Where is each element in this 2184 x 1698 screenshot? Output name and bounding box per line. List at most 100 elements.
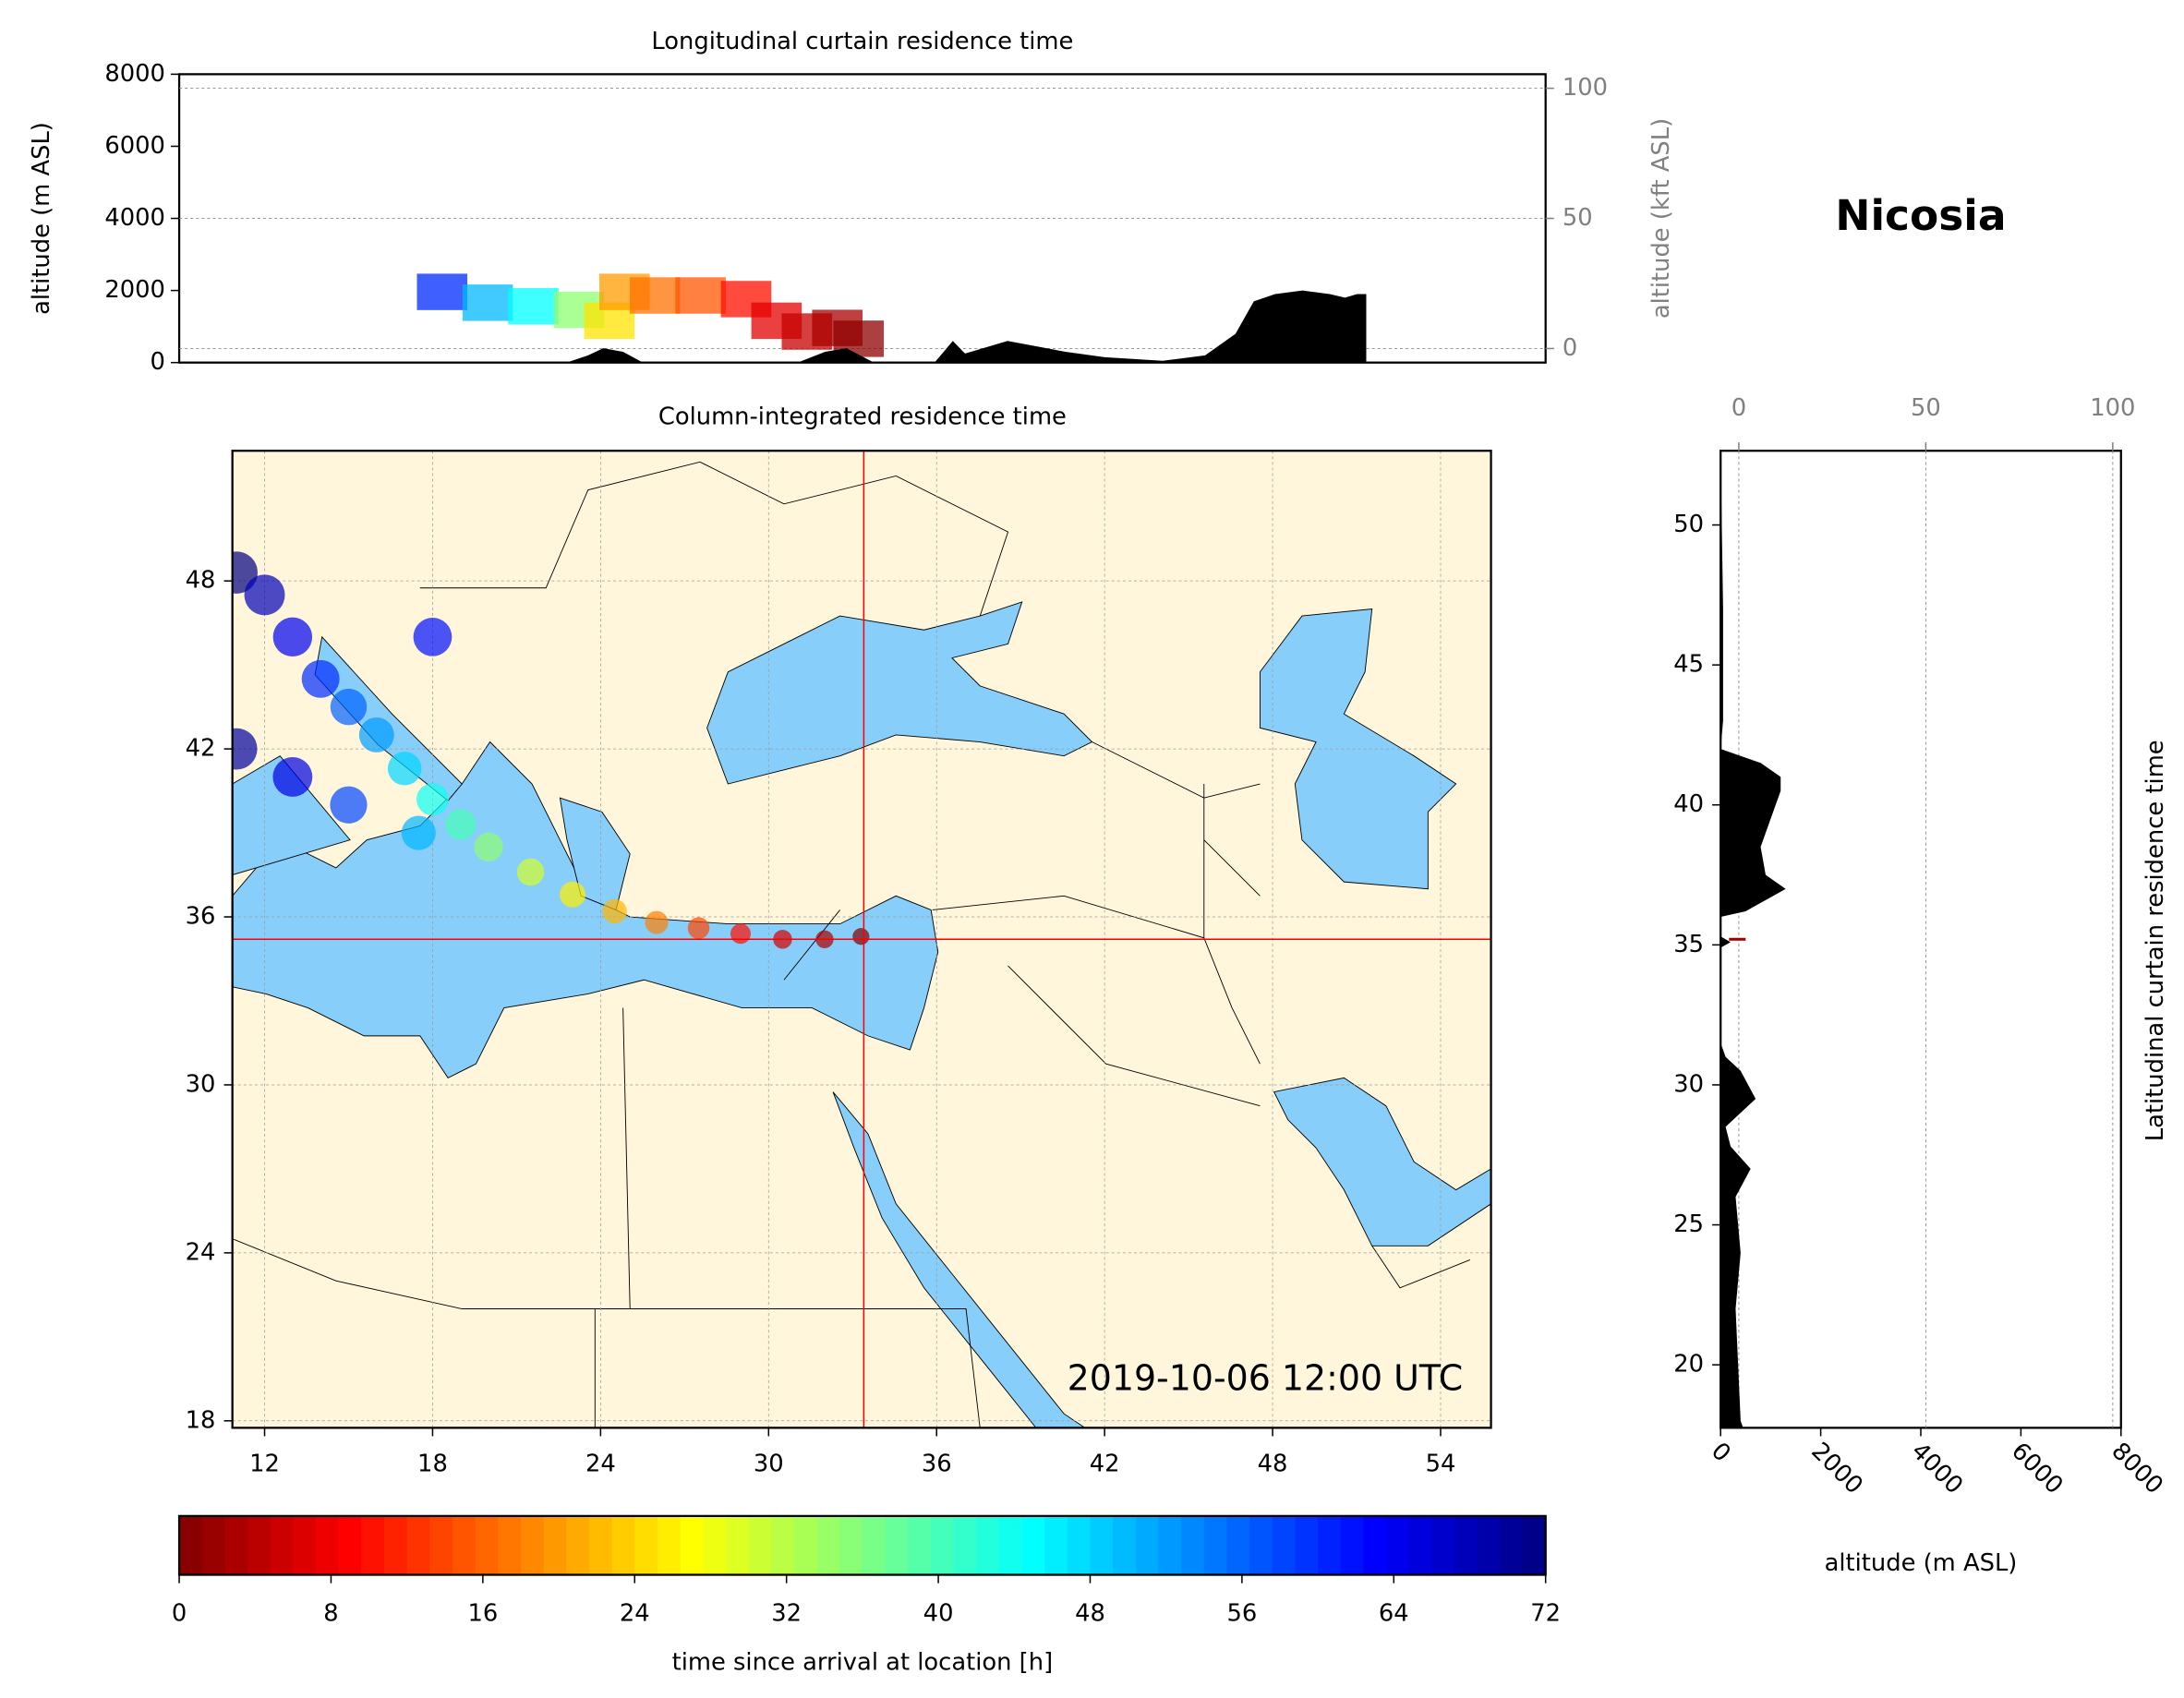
- colorbar-segment: [839, 1515, 863, 1575]
- colorbar-segment: [657, 1515, 682, 1575]
- plume-point: [687, 917, 710, 939]
- colorbar-segment: [1044, 1515, 1068, 1575]
- plume-point: [560, 881, 586, 908]
- colorbar-frame: [177, 1514, 1547, 1576]
- colorbar-segment: [1431, 1515, 1455, 1575]
- colorbar-segment: [201, 1515, 226, 1575]
- y-tick-label: 0: [150, 348, 164, 376]
- top-y2-label: altitude (kft ASL): [1647, 118, 1675, 319]
- colorbar-segment: [1203, 1515, 1228, 1575]
- map-title: Column-integrated residence time: [658, 403, 1067, 430]
- border: [1203, 784, 1470, 1289]
- x-tick-label: 16: [467, 1600, 498, 1628]
- plume-point: [413, 617, 452, 656]
- y-tick-label: 40: [1673, 790, 1704, 818]
- colorbar-segment: [1318, 1515, 1342, 1575]
- plume-point: [645, 910, 669, 934]
- residence-cell: [462, 284, 513, 321]
- colorbar-label: time since arrival at location [h]: [672, 1649, 1054, 1677]
- colorbar-segment: [1500, 1515, 1524, 1575]
- plume-point: [330, 786, 368, 824]
- x-tick-label: 0: [172, 1600, 187, 1628]
- side-x-label: altitude (m ASL): [1825, 1549, 2018, 1577]
- colorbar-segment: [1295, 1515, 1319, 1575]
- x-tick-label: 24: [585, 1450, 616, 1477]
- colorbar-segment: [748, 1515, 773, 1575]
- x2-tick-label: 50: [1911, 394, 1941, 422]
- colorbar-segment: [247, 1515, 271, 1575]
- y-tick-label: 24: [186, 1238, 216, 1266]
- y-tick-label: 30: [1673, 1070, 1704, 1098]
- colorbar-segment: [543, 1515, 568, 1575]
- plume-point: [516, 858, 545, 886]
- plume-point: [272, 757, 313, 797]
- colorbar-segment: [771, 1515, 795, 1575]
- x-tick-label: 30: [754, 1450, 784, 1477]
- x-tick-label: 48: [1075, 1600, 1105, 1628]
- colorbar-segment: [588, 1515, 613, 1575]
- colorbar-segment: [680, 1515, 705, 1575]
- colorbar-segment: [611, 1515, 636, 1575]
- y-tick-label: 18: [186, 1406, 216, 1434]
- x-tick-label: 0: [1706, 1438, 1736, 1468]
- colorbar-segment: [1158, 1515, 1183, 1575]
- y2-tick-label: 100: [1563, 74, 1608, 102]
- x-tick-label: 6000: [2006, 1438, 2069, 1500]
- colorbar-segment: [1249, 1515, 1273, 1575]
- y-tick-label: 50: [1673, 511, 1704, 538]
- colorbar-segment: [862, 1515, 887, 1575]
- colorbar-segment: [793, 1515, 818, 1575]
- y-tick-label: 45: [1673, 651, 1704, 679]
- x2-tick-label: 100: [2090, 394, 2135, 422]
- plume-point: [474, 832, 503, 861]
- mediterranean: [232, 741, 939, 1078]
- x-tick-label: 4000: [1906, 1438, 1969, 1500]
- y-tick-label: 6000: [104, 132, 165, 160]
- plume-point: [416, 783, 449, 816]
- colorbar-segment: [475, 1515, 500, 1575]
- colorbar-segment: [816, 1515, 841, 1575]
- y-tick-label: 2000: [104, 276, 165, 304]
- timestamp: 2019-10-06 12:00 UTC: [1068, 1357, 1464, 1398]
- y-tick-label: 30: [186, 1070, 216, 1098]
- colorbar-segment: [1067, 1515, 1092, 1575]
- colorbar-segment: [224, 1515, 248, 1575]
- colorbar-segment: [930, 1515, 955, 1575]
- colorbar-segment: [976, 1515, 1000, 1575]
- colorbar-segment: [316, 1515, 340, 1575]
- red-sea: [832, 1091, 1086, 1428]
- x-tick-label: 42: [1090, 1450, 1120, 1477]
- y-tick-label: 36: [186, 903, 216, 931]
- x2-tick-label: 0: [1732, 394, 1746, 422]
- plume-point: [445, 809, 477, 840]
- top-y-label: altitude (m ASL): [28, 122, 55, 315]
- x-tick-label: 64: [1379, 1600, 1409, 1628]
- colorbar-segment: [1226, 1515, 1251, 1575]
- x-tick-label: 36: [922, 1450, 952, 1477]
- plume-point: [852, 928, 870, 945]
- plume-point: [358, 717, 394, 753]
- y-tick-label: 48: [186, 567, 216, 595]
- residence-cell: [508, 288, 559, 325]
- colorbar-segment: [998, 1515, 1023, 1575]
- colorbar-segment: [1021, 1515, 1046, 1575]
- residence-cell: [416, 273, 468, 310]
- colorbar-segment: [179, 1515, 203, 1575]
- x-tick-label: 40: [923, 1600, 954, 1628]
- x-tick-label: 18: [417, 1450, 448, 1477]
- x-tick-label: 8: [323, 1600, 338, 1628]
- map-frame: [231, 450, 1492, 1429]
- y-tick-label: 35: [1673, 931, 1704, 958]
- colorbar-segment: [953, 1515, 978, 1575]
- x-tick-label: 56: [1226, 1600, 1257, 1628]
- plume-point: [232, 728, 258, 770]
- colorbar-segment: [498, 1515, 522, 1575]
- colorbar-segment: [429, 1515, 453, 1575]
- plume-point: [301, 659, 340, 698]
- side-frame: [1719, 450, 2122, 1429]
- x-tick-label: 32: [771, 1600, 802, 1628]
- border: [232, 1238, 981, 1428]
- colorbar-segment: [1340, 1515, 1365, 1575]
- colorbar-segment: [908, 1515, 932, 1575]
